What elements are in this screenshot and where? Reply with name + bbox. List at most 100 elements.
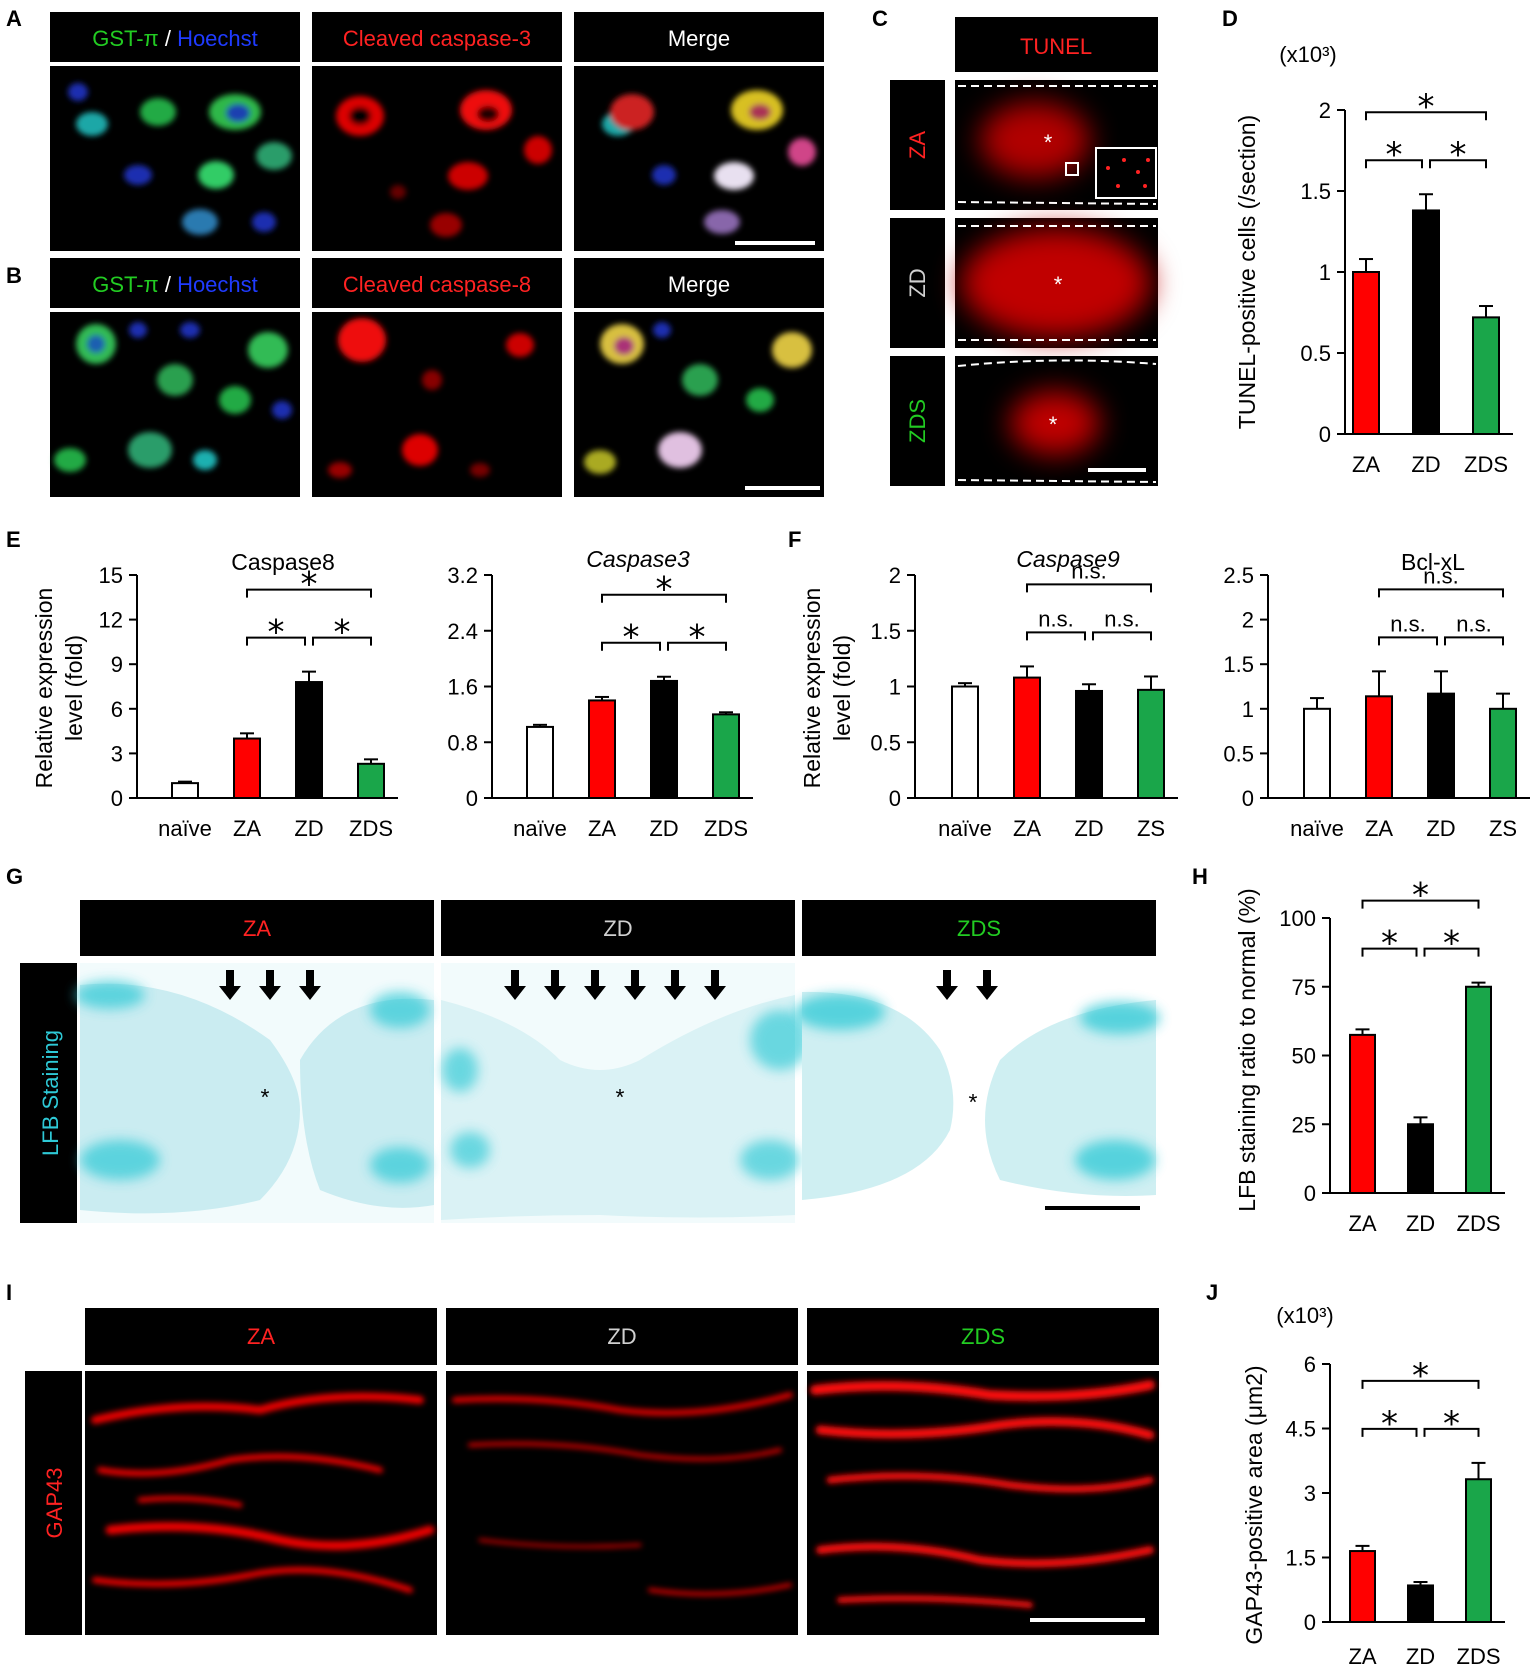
- x-tick-label: ZD: [1406, 1644, 1435, 1669]
- arrow-down-icon: [544, 970, 566, 1000]
- bar-za: [588, 699, 616, 799]
- panel-g-image-za-stain: [75, 981, 430, 1183]
- x-tick-label: ZA: [1365, 816, 1393, 841]
- bar-zd: [1412, 209, 1440, 435]
- significance-label: *: [1443, 924, 1460, 964]
- chart-title: Caspase8: [231, 549, 335, 575]
- panel-label-c: C: [872, 6, 888, 31]
- y-tick-label: 6: [111, 697, 123, 722]
- arrow-down-icon: [504, 970, 526, 1000]
- y-tick-label: 0.5: [1300, 341, 1331, 366]
- significance-bracket: [312, 636, 372, 646]
- bar-za: [1349, 1550, 1376, 1624]
- panel-g-header-za-text: ZA: [243, 916, 271, 941]
- arrow-down-icon: [259, 970, 281, 1000]
- y-axis-label-line-2: level (fold): [61, 635, 87, 741]
- panel-label-b: B: [6, 263, 22, 288]
- panel-c-row-label-zds-text: ZDS: [905, 399, 930, 443]
- chart-d: 0 0.5 1 1.5 2 ZA ZD ZDS * * * TUNEL-positive cells …: [1234, 42, 1513, 477]
- panel-a-header-3: [574, 12, 824, 62]
- panel-a-image-3: [574, 66, 824, 251]
- chart-title: Caspase9: [1016, 546, 1120, 572]
- panel-i-side-label: [25, 1371, 82, 1635]
- panel-label-e: E: [6, 527, 21, 552]
- significance-label: n.s.: [1390, 611, 1425, 636]
- panel-i-image-zds-fibers: [810, 1380, 1155, 1608]
- y-tick-label: 1: [1242, 697, 1254, 722]
- x-tick-label: ZS: [1489, 816, 1517, 841]
- x-tick-label: ZA: [1352, 452, 1380, 477]
- panel-a-image-3-cells: [602, 90, 816, 234]
- panel-label-j: J: [1206, 1280, 1218, 1305]
- significance-bracket: [1423, 1427, 1480, 1437]
- panel-c-row-label-zd: [890, 218, 945, 348]
- y-tick-label: 12: [99, 608, 123, 633]
- bar-za: [233, 737, 261, 799]
- significance-label: *: [656, 570, 673, 610]
- arrow-down-icon: [584, 970, 606, 1000]
- arrow-down-icon: [704, 970, 726, 1000]
- bar-naïve: [1303, 707, 1331, 799]
- y-tick-label: 75: [1292, 975, 1316, 1000]
- arrow-down-icon: [664, 970, 686, 1000]
- significance-bracket: [1444, 636, 1504, 646]
- panel-c-scale-bar: [1088, 468, 1146, 472]
- bar-naïve: [171, 782, 199, 800]
- y-axis-label: Relative expression: [799, 588, 825, 789]
- y-tick-label: 1.5: [1300, 179, 1331, 204]
- x-tick-label: naïve: [1290, 816, 1344, 841]
- significance-bracket: [1365, 159, 1423, 169]
- x-tick-label: naïve: [158, 816, 212, 841]
- panel-g-header-zds-text: ZDS: [957, 916, 1001, 941]
- panel-c-image-zds-border-top: [957, 359, 1157, 367]
- panel-a: GST-π / Hoechst Cleaved caspase-3 Merge: [50, 12, 824, 251]
- y-tick-label: 25: [1292, 1112, 1316, 1137]
- panel-b-header-3-text: Merge: [668, 272, 730, 297]
- bar-za: [1365, 695, 1393, 800]
- y-tick-label: 9: [111, 652, 123, 677]
- significance-bracket: [1026, 631, 1086, 641]
- significance-label: *: [1381, 1404, 1398, 1444]
- panel-b-image-1-cells: [54, 322, 292, 472]
- significance-bracket: [246, 636, 306, 646]
- y-tick-label: 50: [1292, 1044, 1316, 1069]
- bar-zd: [1407, 1584, 1434, 1623]
- y-axis-label: TUNEL-positive cells (/section): [1234, 115, 1260, 429]
- y-tick-label: 2: [889, 563, 901, 588]
- panel-c-row-label-za: [890, 80, 945, 210]
- x-tick-label: ZD: [1406, 1211, 1435, 1236]
- panel-i-header-za-text: ZA: [247, 1324, 275, 1349]
- panel-c-image-za-signal: [980, 102, 1090, 178]
- significance-label: *: [334, 613, 351, 653]
- bar-zds: [1465, 985, 1492, 1194]
- y-axis-multiplier: (x10³): [1276, 1303, 1333, 1328]
- x-tick-label: ZD: [649, 816, 678, 841]
- chart-title: Bcl-xL: [1401, 549, 1465, 575]
- panel-g-image-zd-tissue: [441, 995, 795, 1220]
- bar-za: [1349, 1033, 1376, 1194]
- x-tick-label: ZA: [588, 816, 616, 841]
- panel-i-header-zd-text: ZD: [607, 1324, 636, 1349]
- significance-bracket: [667, 641, 727, 651]
- panel-i-side-label-text: GAP43: [42, 1468, 67, 1539]
- significance-bracket: [601, 593, 727, 603]
- y-tick-label: 2: [1242, 608, 1254, 633]
- significance-bracket: [1378, 588, 1504, 598]
- panel-a-image-1-cells: [68, 83, 292, 235]
- arrow-down-icon: [624, 970, 646, 1000]
- panel-g-image-zds-tissue-left: [802, 991, 954, 1200]
- panel-i-header-zds: [807, 1308, 1159, 1365]
- panel-label-a: A: [6, 6, 22, 31]
- panel-a-header-2: [312, 12, 562, 62]
- panel-b-header-2: [312, 258, 562, 308]
- panel-c-row-label-zd-text: ZD: [905, 268, 930, 297]
- panel-label-h: H: [1192, 864, 1208, 889]
- significance-bracket: [1361, 899, 1480, 909]
- y-tick-label: 3.2: [447, 563, 478, 588]
- panel-c-image-zd-signal: [961, 228, 1151, 338]
- bar-za: [1352, 271, 1380, 435]
- significance-bracket: [1378, 636, 1438, 646]
